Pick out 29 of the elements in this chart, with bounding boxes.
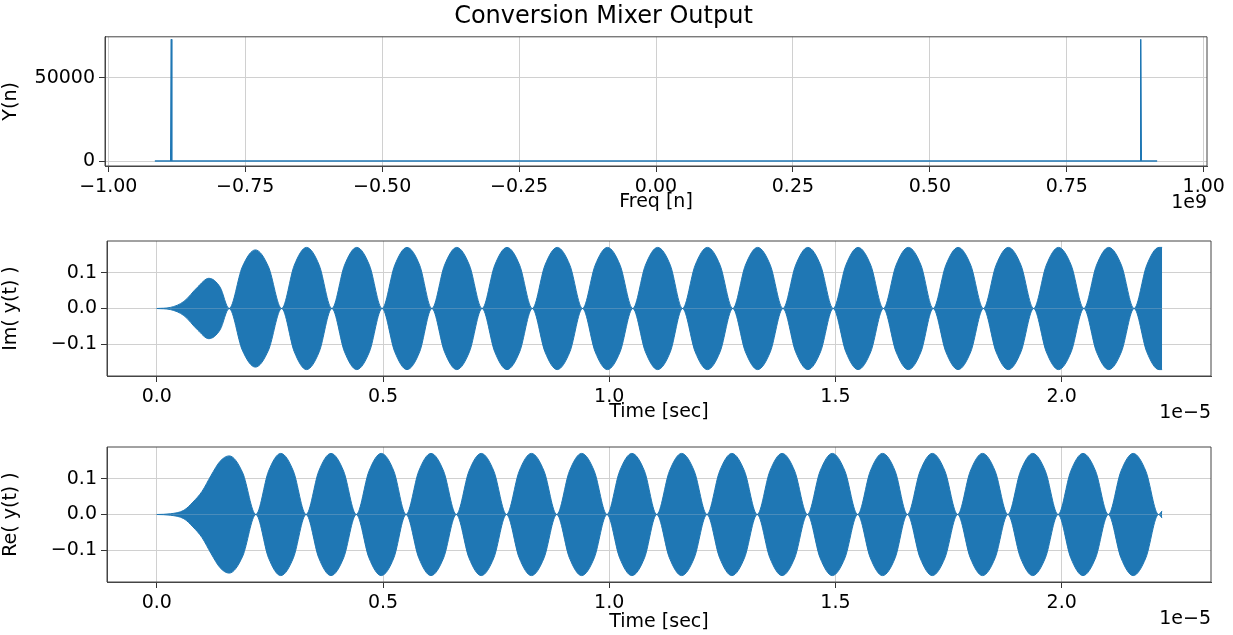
x-tick-label: 0.5 (367, 384, 399, 407)
x-tick-label: −0.50 (353, 174, 412, 197)
y-tick-label: 50000 (34, 64, 95, 87)
x-tick-label: 0.0 (141, 590, 172, 613)
x-tick-label: 0.25 (771, 174, 815, 197)
y-tick-label: 0.1 (66, 259, 97, 282)
x-tick-label: −0.25 (489, 174, 549, 197)
text: 1e−5 (1159, 400, 1211, 423)
x-tick-label: −1.00 (79, 174, 138, 197)
y-tick-label: 0 (82, 147, 95, 170)
y-tick-label: −0.1 (50, 536, 97, 559)
x-tick-label: 1.5 (820, 384, 851, 407)
x-tick-label: 0.5 (367, 590, 399, 613)
chart-title: Conversion Mixer Output (454, 0, 753, 29)
y-tick-label: −0.1 (50, 330, 97, 353)
y-axis-title: Re( y(t) ) (0, 472, 21, 557)
text: 1e−5 (1159, 606, 1211, 629)
x-tick-label: 0.75 (1045, 174, 1088, 197)
y-tick-label: 0.0 (66, 295, 97, 318)
x-tick-label: 0.0 (141, 384, 172, 407)
y-tick-label: 0.1 (66, 465, 97, 488)
x-tick-label: 0.50 (908, 174, 952, 197)
y-tick-label: 0.0 (66, 501, 97, 524)
x-tick-label: 1.5 (820, 590, 851, 613)
y-axis-title: Im( y(t) ) (0, 266, 21, 351)
x-tick-label: 2.0 (1046, 590, 1077, 613)
x-tick-label: 2.0 (1046, 384, 1077, 407)
y-axis-title: Y(n) (0, 82, 21, 122)
x-tick-label: −0.75 (216, 174, 275, 197)
